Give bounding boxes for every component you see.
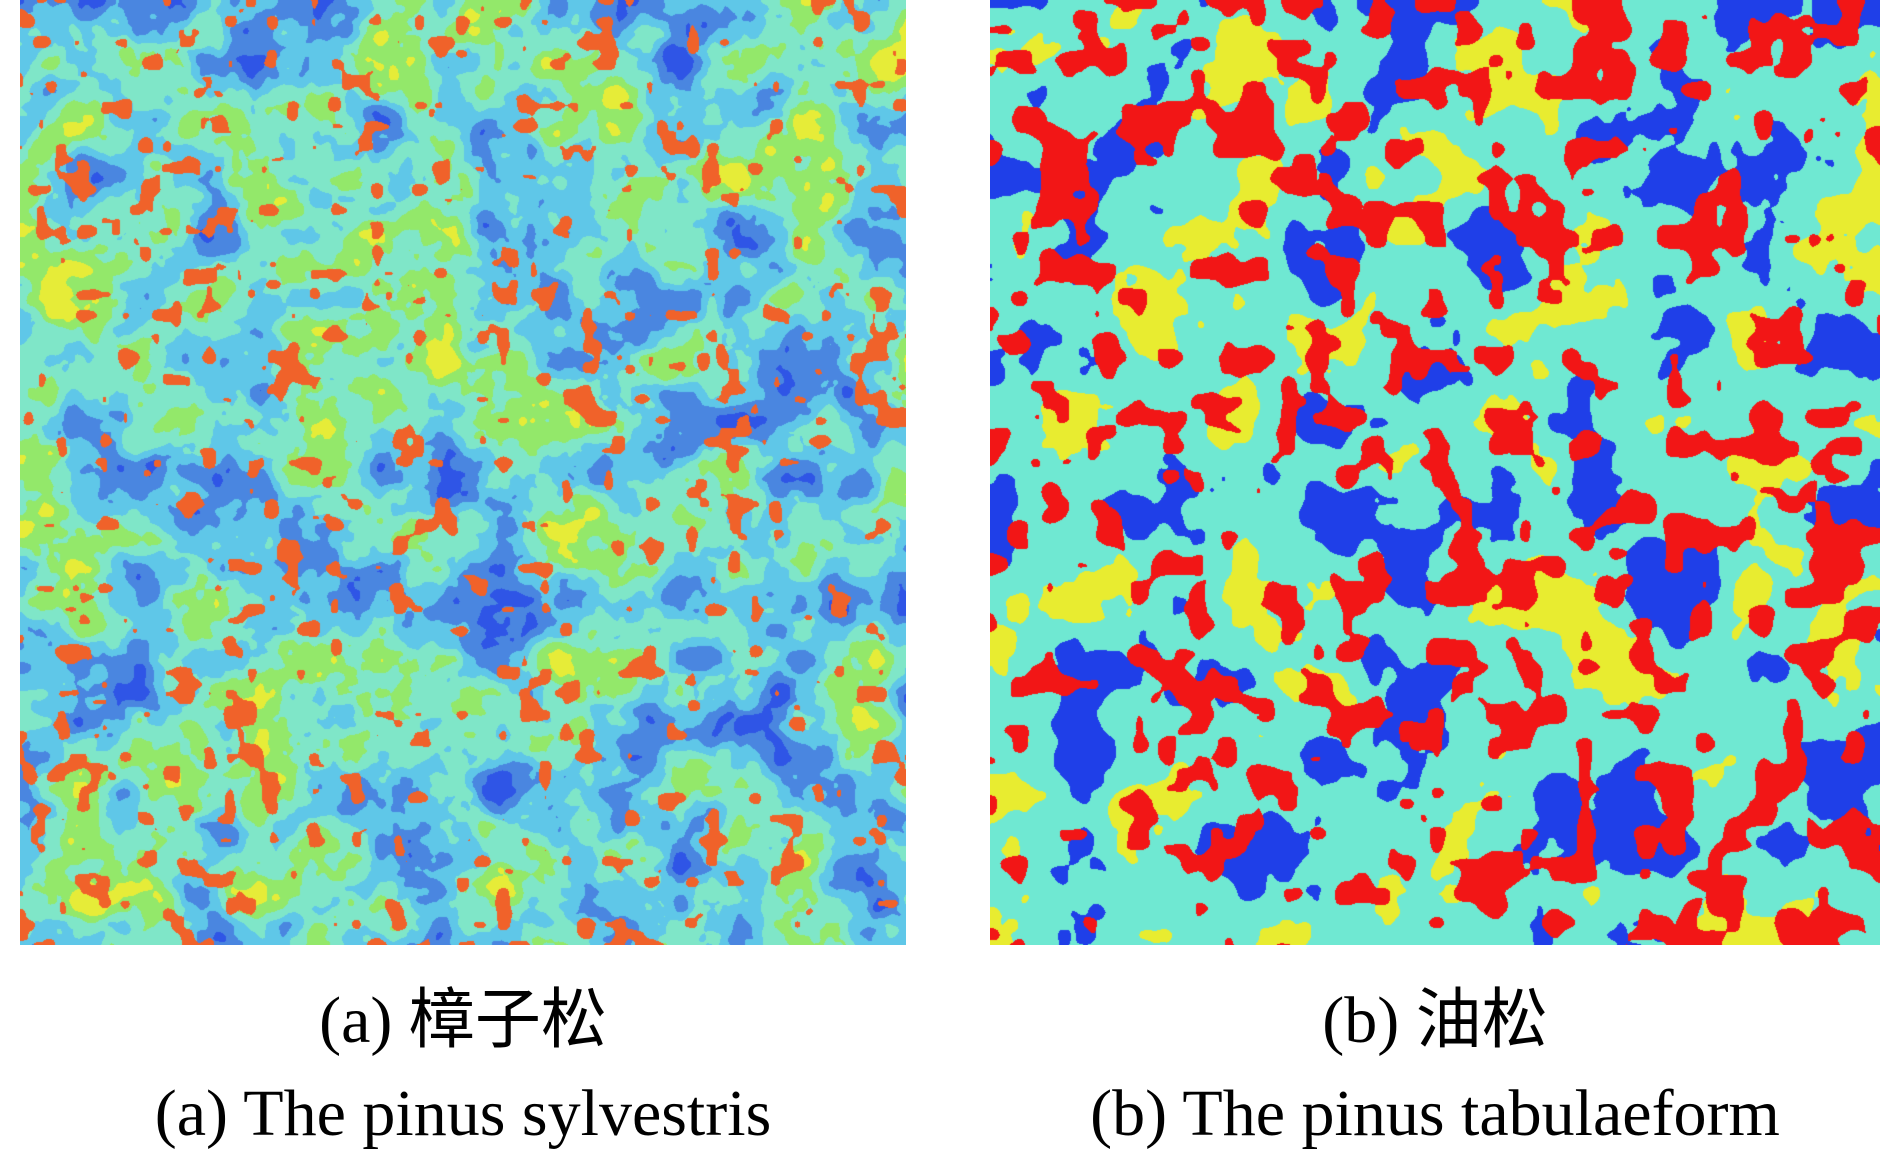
caption-en-a: (a) The pinus sylvestris bbox=[154, 1077, 772, 1150]
segmentation-image-b bbox=[990, 0, 1880, 945]
caption-cn-a: (a) 樟子松 bbox=[319, 984, 607, 1057]
segmentation-canvas-b bbox=[990, 0, 1880, 945]
segmentation-canvas-a bbox=[20, 0, 906, 945]
panel-a: (a) 樟子松 (a) The pinus sylvestris bbox=[20, 0, 906, 1147]
panel-b: (b) 油松 (b) The pinus tabulaeform bbox=[990, 0, 1880, 1147]
segmentation-image-a bbox=[20, 0, 906, 945]
caption-en-b: (b) The pinus tabulaeform bbox=[1090, 1077, 1780, 1150]
caption-cn-b: (b) 油松 bbox=[1322, 984, 1548, 1057]
